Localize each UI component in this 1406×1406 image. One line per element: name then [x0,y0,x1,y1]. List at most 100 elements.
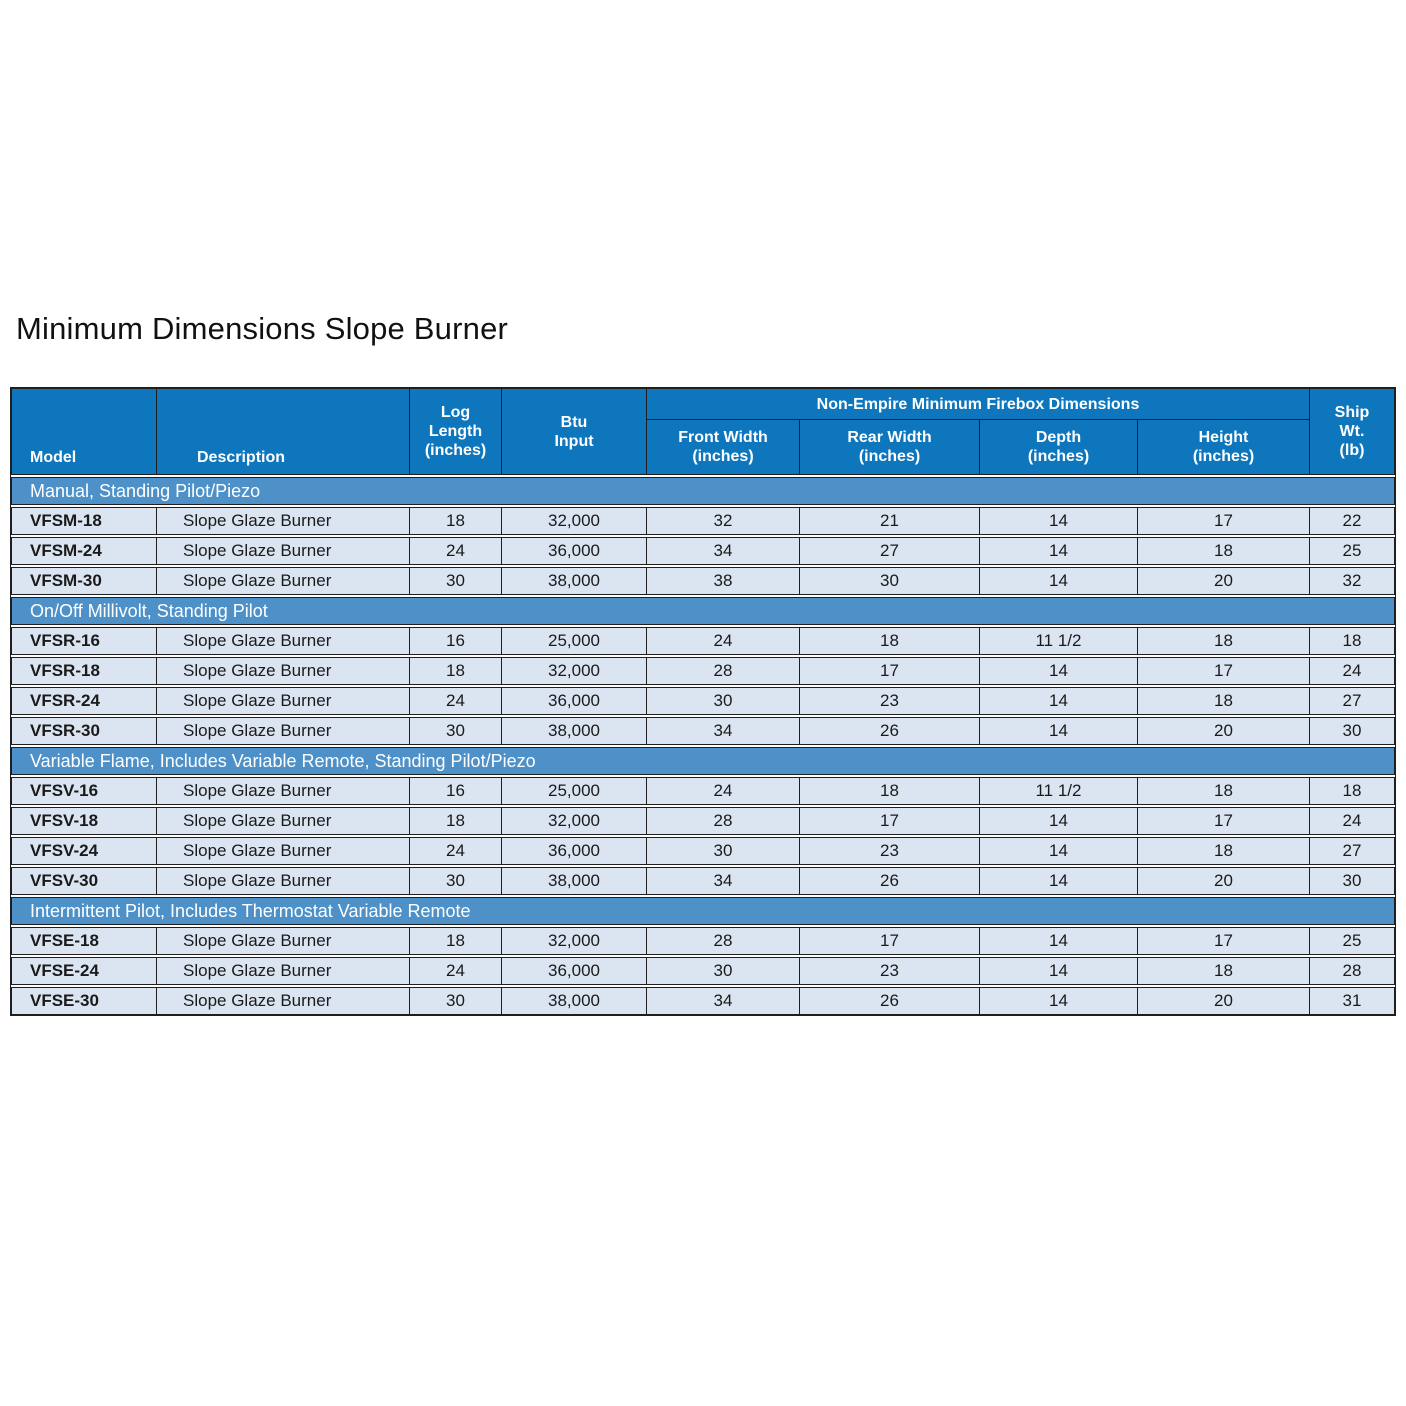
value-cell: 32 [1310,568,1394,594]
description-cell: Slope Glaze Burner [157,538,409,564]
value-cell: 36,000 [502,958,646,984]
header-description: Description [157,389,409,474]
description-cell: Slope Glaze Burner [157,778,409,804]
value-cell: 14 [980,538,1137,564]
value-cell: 34 [647,538,799,564]
value-cell: 24 [647,628,799,654]
value-cell: 30 [1310,718,1394,744]
description-cell: Slope Glaze Burner [157,688,409,714]
model-cell: VFSM-24 [12,538,156,564]
value-cell: 30 [647,688,799,714]
table-row: VFSM-18 Slope Glaze Burner 18 32,000 32 21 14 1… [11,507,1395,535]
value-cell: 32,000 [502,928,646,954]
value-cell: 30 [410,718,501,744]
value-cell: 36,000 [502,688,646,714]
value-cell: 17 [1138,928,1309,954]
value-cell: 30 [410,988,501,1014]
page-title: Minimum Dimensions Slope Burner [16,311,509,346]
value-cell: 17 [1138,808,1309,834]
value-cell: 25,000 [502,778,646,804]
table-row: VFSR-16 Slope Glaze Burner 16 25,000 24 18 11 … [11,627,1395,655]
value-cell: 25,000 [502,628,646,654]
value-cell: 25 [1310,538,1394,564]
model-cell: VFSE-18 [12,928,156,954]
description-cell: Slope Glaze Burner [157,988,409,1014]
value-cell: 36,000 [502,538,646,564]
header-rear-width: Rear Width (inches) [800,420,979,474]
value-cell: 11 1/2 [980,628,1137,654]
value-cell: 14 [980,688,1137,714]
value-cell: 14 [980,958,1137,984]
table-row: VFSR-30 Slope Glaze Burner 30 38,000 34 26 14 2… [11,717,1395,745]
value-cell: 23 [800,838,979,864]
description-cell: Slope Glaze Burner [157,508,409,534]
table-row: VFSR-18 Slope Glaze Burner 18 32,000 28 17 14 1… [11,657,1395,685]
value-cell: 18 [410,658,501,684]
value-cell: 28 [647,928,799,954]
model-cell: VFSR-16 [12,628,156,654]
value-cell: 17 [1138,508,1309,534]
value-cell: 23 [800,958,979,984]
dimensions-table: Model Description Log Length (inches) Bt… [10,387,1396,1016]
value-cell: 23 [800,688,979,714]
value-cell: 17 [1138,658,1309,684]
value-cell: 32 [647,508,799,534]
value-cell: 17 [800,928,979,954]
value-cell: 14 [980,868,1137,894]
value-cell: 14 [980,658,1137,684]
value-cell: 16 [410,778,501,804]
value-cell: 18 [410,508,501,534]
table-row: VFSR-24 Slope Glaze Burner 24 36,000 30 23 14 1… [11,687,1395,715]
value-cell: 24 [1310,808,1394,834]
value-cell: 30 [647,958,799,984]
value-cell: 18 [1138,778,1309,804]
header-front-width: Front Width (inches) [647,420,799,474]
value-cell: 24 [647,778,799,804]
value-cell: 30 [647,838,799,864]
header-log-length: Log Length (inches) [410,389,501,474]
value-cell: 18 [800,628,979,654]
model-cell: VFSM-18 [12,508,156,534]
value-cell: 20 [1138,568,1309,594]
value-cell: 34 [647,868,799,894]
value-cell: 21 [800,508,979,534]
value-cell: 38,000 [502,988,646,1014]
section-header: Variable Flame, Includes Variable Remote… [11,747,1395,775]
value-cell: 30 [800,568,979,594]
description-cell: Slope Glaze Burner [157,808,409,834]
model-cell: VFSE-30 [12,988,156,1014]
value-cell: 18 [1310,628,1394,654]
value-cell: 27 [800,538,979,564]
value-cell: 14 [980,988,1137,1014]
model-cell: VFSM-30 [12,568,156,594]
table-row: VFSE-24 Slope Glaze Burner 24 36,000 30 23 14 1… [11,957,1395,985]
table-header: Model Description Log Length (inches) Bt… [11,388,1395,475]
table-row: VFSM-30 Slope Glaze Burner 30 38,000 38 30 14 2… [11,567,1395,595]
value-cell: 26 [800,868,979,894]
value-cell: 14 [980,838,1137,864]
model-cell: VFSV-24 [12,838,156,864]
description-cell: Slope Glaze Burner [157,958,409,984]
value-cell: 18 [1138,688,1309,714]
header-model: Model [12,389,156,474]
value-cell: 16 [410,628,501,654]
model-cell: VFSR-30 [12,718,156,744]
value-cell: 20 [1138,988,1309,1014]
model-cell: VFSR-24 [12,688,156,714]
value-cell: 18 [410,808,501,834]
model-cell: VFSV-16 [12,778,156,804]
section-header: Intermittent Pilot, Includes Thermostat … [11,897,1395,925]
table-row: VFSV-18 Slope Glaze Burner 18 32,000 28 17 14 1… [11,807,1395,835]
model-cell: VFSV-18 [12,808,156,834]
value-cell: 18 [1138,628,1309,654]
value-cell: 18 [1138,838,1309,864]
value-cell: 30 [410,568,501,594]
description-cell: Slope Glaze Burner [157,928,409,954]
value-cell: 14 [980,928,1137,954]
value-cell: 14 [980,568,1137,594]
value-cell: 32,000 [502,508,646,534]
value-cell: 28 [647,658,799,684]
value-cell: 38,000 [502,568,646,594]
section-header: Manual, Standing Pilot/Piezo [11,477,1395,505]
table-row: VFSM-24 Slope Glaze Burner 24 36,000 34 27 14 1… [11,537,1395,565]
